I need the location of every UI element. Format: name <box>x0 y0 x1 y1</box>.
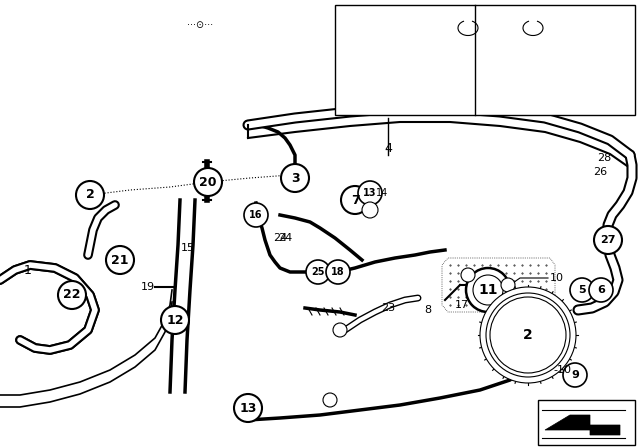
Polygon shape <box>545 415 620 435</box>
Text: 23: 23 <box>381 303 395 313</box>
Circle shape <box>326 260 350 284</box>
Circle shape <box>460 64 476 80</box>
Polygon shape <box>442 258 555 312</box>
Text: 16: 16 <box>249 210 263 220</box>
Text: 1: 1 <box>24 263 32 276</box>
Text: 20: 20 <box>199 176 217 189</box>
Text: 12: 12 <box>558 79 570 89</box>
Circle shape <box>570 89 580 99</box>
Circle shape <box>490 297 566 373</box>
Text: 6: 6 <box>597 285 605 295</box>
Text: 21: 21 <box>111 254 129 267</box>
Circle shape <box>527 42 543 58</box>
Circle shape <box>58 281 86 309</box>
Text: 15: 15 <box>181 243 195 253</box>
Text: 28: 28 <box>597 153 611 163</box>
Text: 2: 2 <box>86 189 94 202</box>
Circle shape <box>501 278 515 292</box>
Circle shape <box>486 293 570 377</box>
Text: 13: 13 <box>342 35 355 45</box>
Circle shape <box>422 64 438 80</box>
Text: 4: 4 <box>384 142 392 155</box>
Text: 24: 24 <box>273 233 287 243</box>
Text: 13: 13 <box>239 401 257 414</box>
Circle shape <box>422 20 438 36</box>
Circle shape <box>378 62 398 82</box>
Text: 18: 18 <box>331 267 345 277</box>
Circle shape <box>355 23 365 33</box>
Text: 27: 27 <box>342 79 355 89</box>
Circle shape <box>362 202 378 218</box>
Bar <box>538 400 635 445</box>
Circle shape <box>281 164 309 192</box>
Text: 2: 2 <box>510 13 516 23</box>
Text: 17: 17 <box>455 300 469 310</box>
Text: 2: 2 <box>523 328 533 342</box>
Circle shape <box>194 168 222 196</box>
Text: 3: 3 <box>291 172 300 185</box>
Bar <box>335 5 635 115</box>
Text: 9: 9 <box>571 370 579 380</box>
Text: 13: 13 <box>364 188 377 198</box>
Circle shape <box>76 181 104 209</box>
Text: 27: 27 <box>600 235 616 245</box>
Circle shape <box>380 20 396 36</box>
Text: 7: 7 <box>370 35 376 45</box>
Text: 10: 10 <box>550 273 564 283</box>
Text: 20: 20 <box>510 35 522 45</box>
Text: 22: 22 <box>370 57 383 67</box>
Text: 11: 11 <box>478 283 498 297</box>
Text: 11: 11 <box>558 57 570 67</box>
Circle shape <box>473 275 503 305</box>
Text: 18: 18 <box>408 57 420 67</box>
Text: 25: 25 <box>311 267 324 277</box>
Circle shape <box>355 67 365 77</box>
Text: -10: -10 <box>553 365 571 375</box>
Text: 00149639: 00149639 <box>562 439 604 448</box>
Circle shape <box>480 287 576 383</box>
Circle shape <box>323 393 337 407</box>
Circle shape <box>589 278 613 302</box>
Text: 25: 25 <box>342 57 355 67</box>
Text: 21: 21 <box>450 79 462 89</box>
Circle shape <box>422 86 438 102</box>
Text: 14: 14 <box>376 188 388 198</box>
Text: 26: 26 <box>593 167 607 177</box>
Text: 22: 22 <box>63 289 81 302</box>
Text: 12: 12 <box>166 314 184 327</box>
Circle shape <box>358 181 382 205</box>
Text: 7: 7 <box>351 194 360 207</box>
Text: 8: 8 <box>424 305 431 315</box>
Circle shape <box>594 226 622 254</box>
Text: 5: 5 <box>578 285 586 295</box>
Circle shape <box>244 203 268 227</box>
Circle shape <box>461 268 475 282</box>
Text: 5: 5 <box>408 13 414 23</box>
Circle shape <box>380 42 396 58</box>
Text: 9: 9 <box>342 13 348 23</box>
Circle shape <box>333 323 347 337</box>
Text: ···⊙···: ···⊙··· <box>187 20 213 30</box>
Circle shape <box>383 67 393 77</box>
Circle shape <box>234 394 262 422</box>
Text: 24: 24 <box>278 233 292 243</box>
Circle shape <box>466 268 510 312</box>
Circle shape <box>355 45 365 55</box>
Circle shape <box>306 260 330 284</box>
Circle shape <box>161 306 189 334</box>
Circle shape <box>384 24 392 32</box>
Text: 3: 3 <box>450 13 456 23</box>
Circle shape <box>341 186 369 214</box>
Text: 16: 16 <box>450 57 462 67</box>
Text: 19: 19 <box>141 282 155 292</box>
Circle shape <box>570 278 594 302</box>
Circle shape <box>570 67 580 77</box>
Circle shape <box>106 246 134 274</box>
Text: 6: 6 <box>370 13 376 23</box>
Circle shape <box>355 89 365 99</box>
Circle shape <box>523 358 537 372</box>
Circle shape <box>384 46 392 54</box>
Circle shape <box>563 363 587 387</box>
